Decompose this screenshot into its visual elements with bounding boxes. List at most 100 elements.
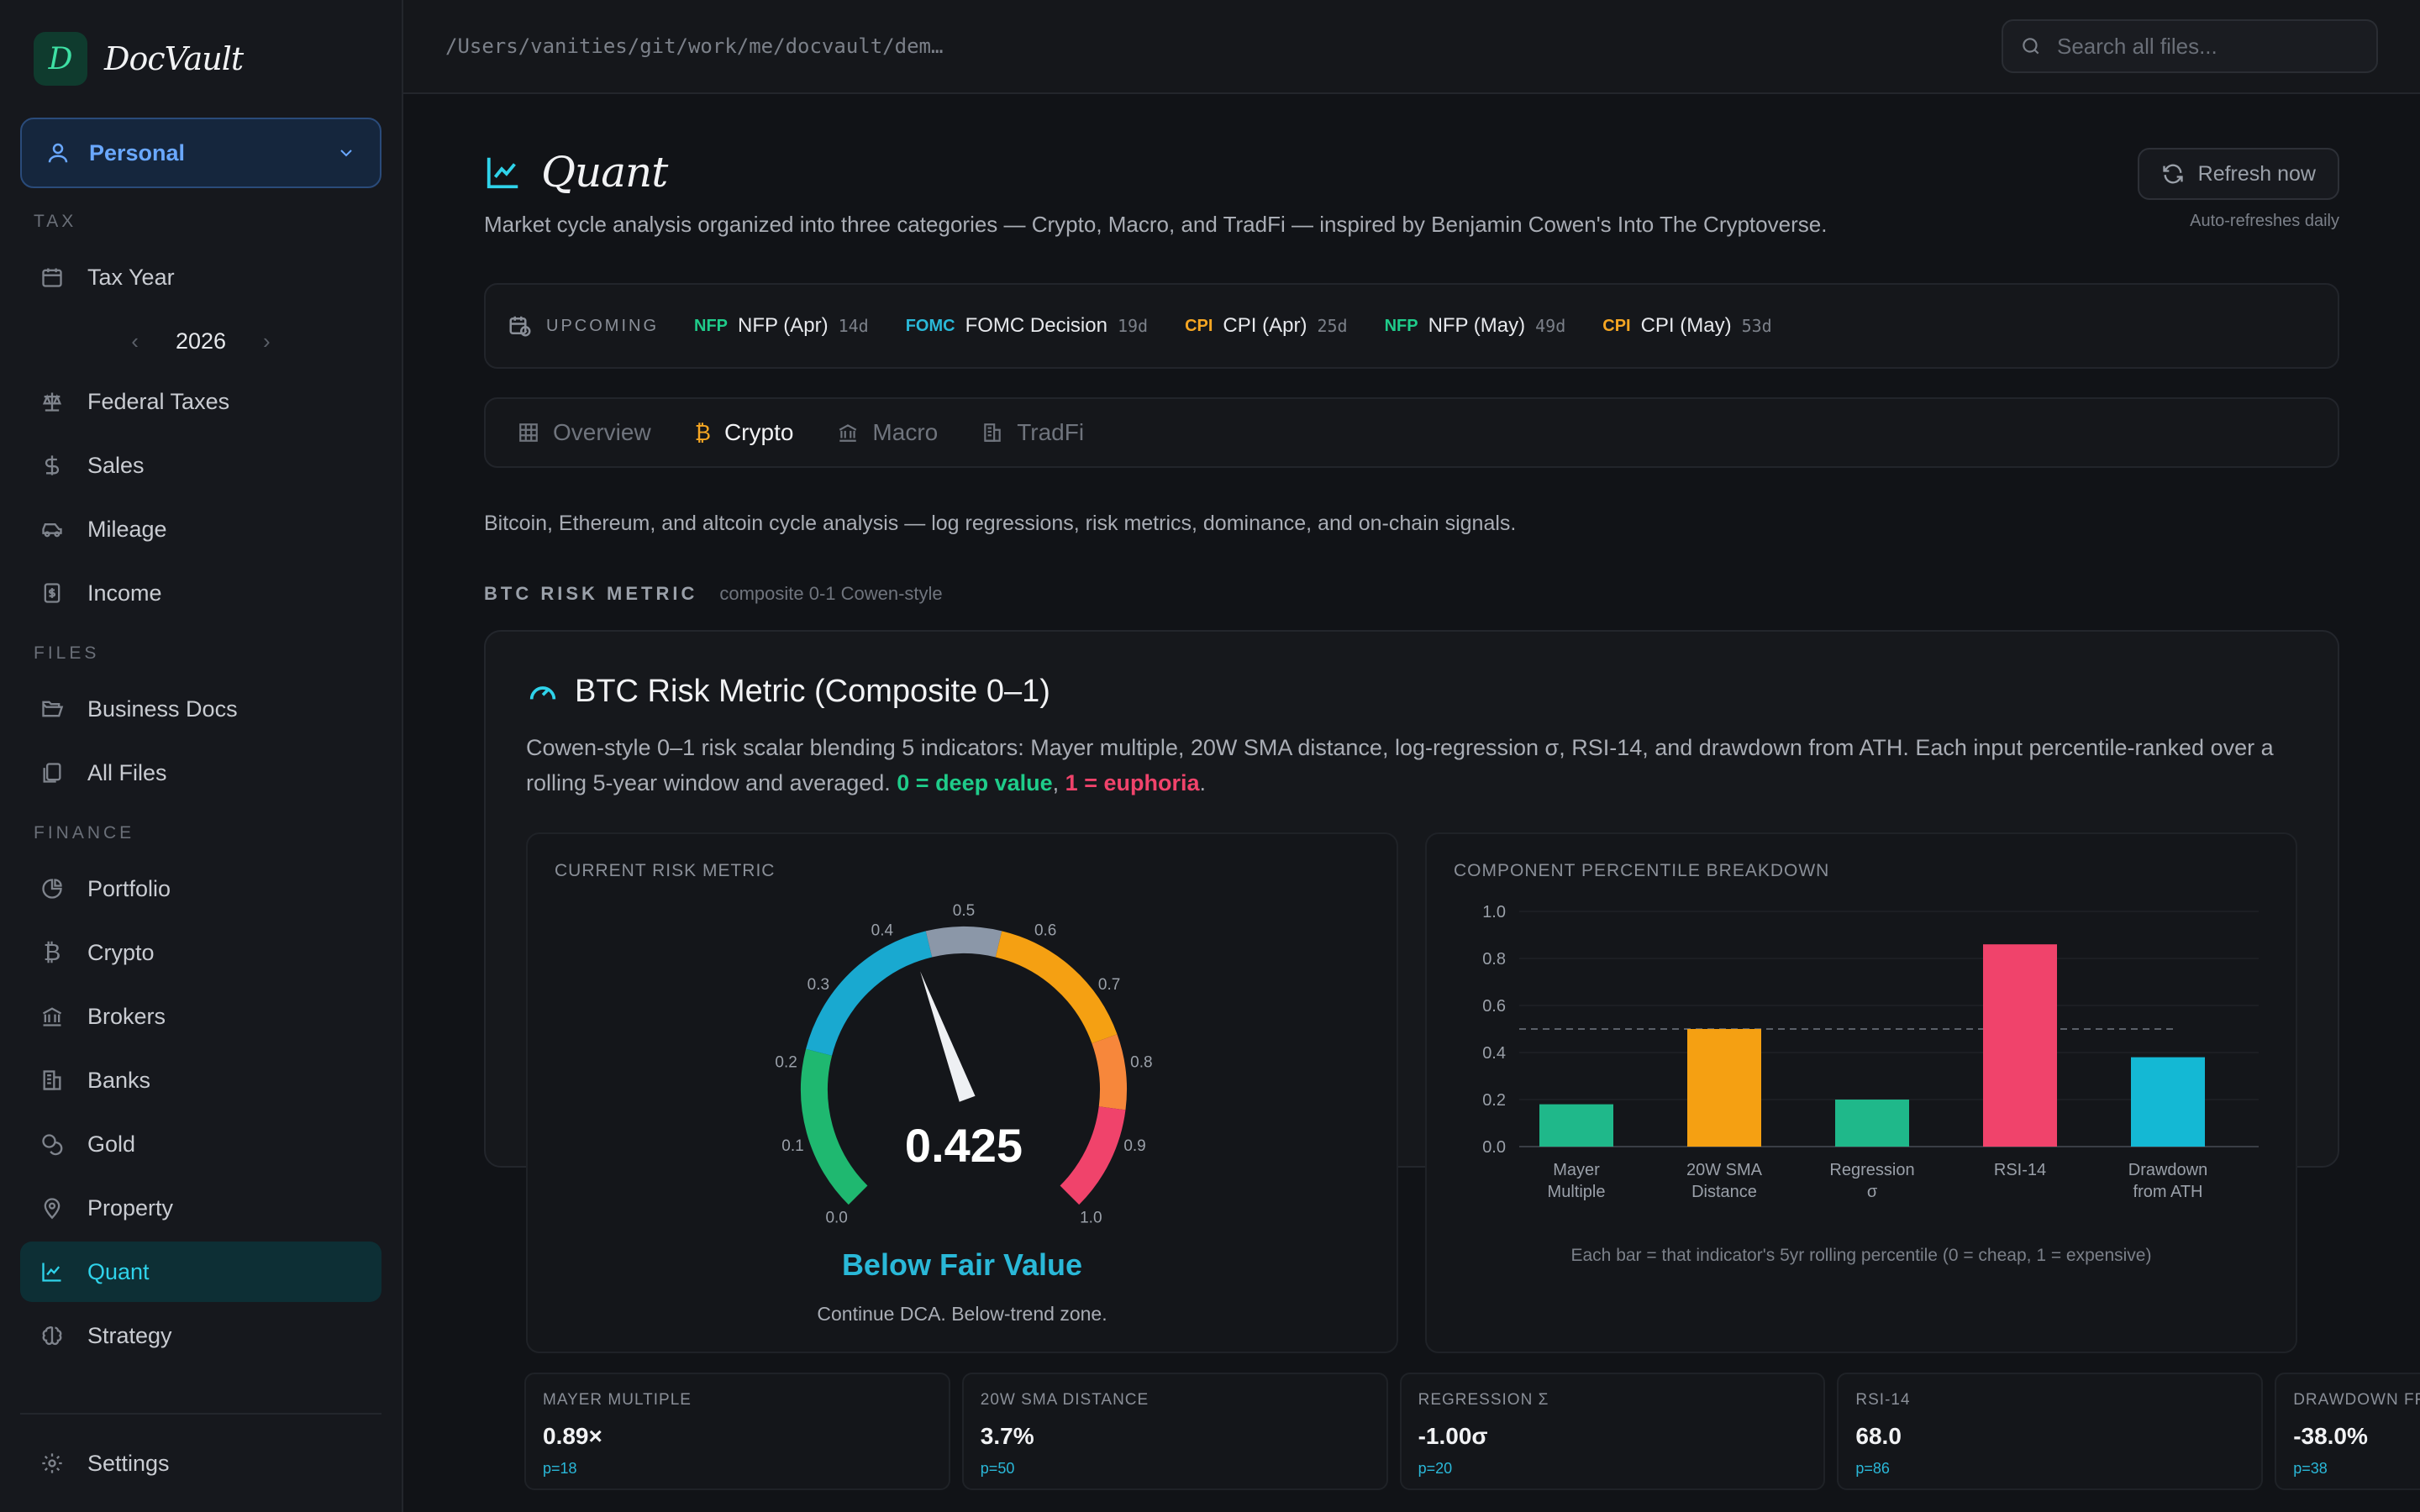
search-input[interactable] [2057, 33, 2360, 60]
upcoming-event[interactable]: NFP NFP (May) 49d [1385, 314, 1566, 338]
risk-note: Continue DCA. Below-trend zone. [817, 1303, 1107, 1325]
risk-label: Below Fair Value [841, 1247, 1083, 1282]
sidebar-item-business-docs[interactable]: Business Docs [20, 679, 381, 739]
event-name: FOMC Decision [965, 314, 1107, 337]
tab-crypto[interactable]: ₿ Crypto [694, 419, 794, 445]
gauge-tick-label: 0.0 [825, 1209, 847, 1226]
topbar: /Users/vanities/git/work/me/docvault/dem… [403, 0, 2420, 94]
sidebar-item-label: Federal Taxes [87, 388, 230, 414]
y-tick-label: 0.8 [1482, 950, 1506, 969]
auto-refresh-note: Auto-refreshes daily [2190, 212, 2339, 230]
brain-icon [37, 1320, 67, 1351]
event-days: 19d [1117, 316, 1149, 336]
sidebar-item-gold[interactable]: Gold [20, 1114, 381, 1174]
sidebar-item-all-files[interactable]: All Files [20, 743, 381, 803]
bank-icon [37, 1001, 67, 1032]
sidebar-item-portfolio[interactable]: Portfolio [20, 858, 381, 919]
sidebar-item-crypto[interactable]: ₿ Crypto [20, 922, 381, 983]
main: /Users/vanities/git/work/me/docvault/dem… [403, 0, 2420, 1512]
car-icon [37, 514, 67, 544]
event-tag: NFP [694, 316, 728, 335]
sidebar-item-strategy[interactable]: Strategy [20, 1305, 381, 1366]
upcoming-event[interactable]: CPI CPI (Apr) 25d [1185, 314, 1347, 338]
gauge-segment [1092, 1034, 1127, 1110]
upcoming-event[interactable]: CPI CPI (May) 53d [1602, 314, 1771, 338]
sidebar-item-brokers[interactable]: Brokers [20, 986, 381, 1047]
section-title: BTC RISK METRIC [484, 583, 698, 604]
event-name: CPI (Apr) [1223, 314, 1307, 337]
chevron-right-icon[interactable]: › [263, 328, 271, 354]
x-tick-label: σ [1867, 1183, 1878, 1201]
coins-icon [37, 1129, 67, 1159]
event-name: NFP (May) [1428, 314, 1526, 337]
sidebar-item-label: Business Docs [87, 696, 238, 722]
brand-logo: D [34, 32, 87, 86]
gear-icon [37, 1448, 67, 1478]
page-subtitle: Market cycle analysis organized into thr… [484, 212, 1828, 237]
sidebar-item-quant[interactable]: Quant [20, 1242, 381, 1302]
sidebar-item-label: Income [87, 580, 162, 606]
brand[interactable]: D DocVault [20, 0, 381, 118]
gauge-tick-label: 0.5 [953, 902, 975, 920]
sidebar-item-label: Brokers [87, 1003, 166, 1029]
page-title: Quant [484, 148, 1827, 197]
refresh-area: Refresh now Auto-refreshes daily [2137, 148, 2339, 231]
stat-20w-sma-distance: 20W SMA DISTANCE 3.7% p=50 [961, 1373, 1388, 1490]
gauge-segment [1060, 1105, 1126, 1205]
chart-panel: COMPONENT PERCENTILE BREAKDOWN 0.0 0.2 0.4… [1425, 832, 2297, 1353]
sidebar-item-income[interactable]: Income [20, 563, 381, 623]
map-pin-icon [37, 1193, 67, 1223]
sidebar-item-sales[interactable]: Sales [20, 435, 381, 496]
x-tick-label: Mayer [1553, 1161, 1600, 1179]
sidebar-item-label: Strategy [87, 1322, 172, 1348]
sidebar-item-mileage[interactable]: Mileage [20, 499, 381, 559]
x-tick-label: RSI-14 [1994, 1161, 2046, 1179]
chart-note: Each bar = that indicator's 5yr rolling … [1570, 1246, 2152, 1265]
sidebar-item-label: Settings [87, 1450, 170, 1476]
folder-open-icon [37, 694, 67, 724]
sidebar-item-label: Portfolio [87, 875, 171, 901]
tab-macro[interactable]: Macro [815, 407, 960, 458]
building-icon [37, 1065, 67, 1095]
tab-tradfi[interactable]: TradFi [960, 407, 1106, 458]
sidebar-item-settings[interactable]: Settings [20, 1433, 381, 1494]
brand-name: DocVault [104, 40, 244, 77]
bar [1687, 1029, 1761, 1147]
sidebar-item-tax-year[interactable]: Tax Year [20, 247, 381, 307]
gauge-tick-label: 0.7 [1098, 976, 1120, 994]
x-tick-label: Drawdown [2128, 1161, 2207, 1179]
upcoming-label: UPCOMING [508, 313, 659, 339]
tab-overview[interactable]: Overview [496, 407, 673, 458]
user-icon [48, 143, 68, 163]
content: Quant Market cycle analysis organized in… [403, 148, 2420, 1353]
chevron-left-icon[interactable]: ‹ [131, 328, 139, 354]
line-chart-icon [487, 157, 518, 189]
category-tabs: Overview ₿ Crypto Macro TradFi [484, 397, 2339, 468]
sidebar-item-banks[interactable]: Banks [20, 1050, 381, 1110]
profile-selector[interactable]: Personal [20, 118, 381, 188]
sidebar-item-property[interactable]: Property [20, 1178, 381, 1238]
sidebar-item-federal-taxes[interactable]: Federal Taxes [20, 371, 381, 432]
profile-label: Personal [89, 139, 186, 165]
files-icon [37, 758, 67, 788]
refresh-button[interactable]: Refresh now [2137, 148, 2339, 200]
bar [1539, 1104, 1613, 1147]
bitcoin-icon: ₿ [694, 419, 711, 445]
gauge-tick-label: 0.1 [781, 1137, 803, 1155]
settings-area: Settings [20, 1413, 381, 1497]
x-tick-label: Distance [1691, 1183, 1757, 1201]
y-tick-label: 0.4 [1482, 1044, 1506, 1063]
chevron-down-icon [340, 150, 352, 157]
upcoming-event[interactable]: FOMC FOMC Decision 19d [906, 314, 1148, 338]
search-box[interactable] [2002, 19, 2378, 73]
building-icon [984, 423, 1001, 442]
upcoming-event[interactable]: NFP NFP (Apr) 14d [694, 314, 869, 338]
page-title-text: Quant [541, 148, 668, 197]
deep-value-label: 0 = deep value [897, 770, 1053, 795]
event-days: 53d [1741, 316, 1772, 336]
gauge-segment [925, 927, 1002, 958]
y-tick-label: 0.0 [1482, 1138, 1506, 1157]
panels: CURRENT RISK METRIC 0.0 0.1 0.2 0.3 0.4 0.5 0.… [526, 832, 2297, 1353]
x-tick-label: Multiple [1548, 1183, 1606, 1201]
line-chart-icon [37, 1257, 67, 1287]
